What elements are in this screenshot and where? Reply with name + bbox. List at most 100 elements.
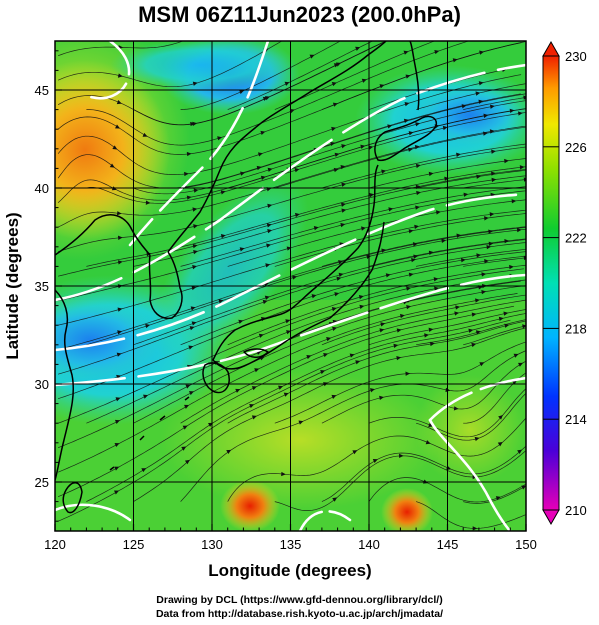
streamline-arrow [258,333,264,338]
streamline-arrow [369,193,375,198]
streamline-arrow [461,104,467,109]
streamline-arrow [192,244,198,249]
streamline [321,41,526,110]
streamline-arrow [335,62,341,67]
streamline-arrow [184,404,190,409]
streamline-arrow [475,298,480,303]
streamline-arrow [453,406,459,411]
streamline-arrow [518,111,523,116]
streamline-arrow [145,323,151,329]
streamline [58,209,526,326]
streamline-arrow [193,224,198,229]
streamline-arrow [522,324,526,329]
streamline-arrow [406,304,412,310]
streamline [86,41,470,146]
streamline-arrow [298,420,304,425]
streamline-arrow [336,276,342,281]
streamline-arrow [333,167,339,173]
streamline [133,327,526,502]
streamline-arrow [403,50,409,55]
streamline-arrow [489,212,495,217]
streamline-arrow [182,425,188,430]
streamline-arrow [385,273,391,278]
streamline-arrow [294,212,300,218]
streamline-arrow [442,125,448,131]
streamline-arrow [405,371,411,376]
streamline [463,179,526,189]
colorbar-ticks: 230 226 222 218 214 210 [543,49,587,518]
streamline [86,112,526,204]
streamline-arrow [116,100,122,105]
streamline-arrow [379,395,384,401]
plot-title: MSM 06Z11Jun2023 (200.0hPa) [138,2,461,27]
streamline-arrow [332,497,338,502]
streamline [86,228,526,346]
streamline-arrow [294,168,300,173]
streamline [274,450,526,511]
streamline-arrow [441,238,447,243]
y-axis-label: Latitude (degrees) [3,212,22,359]
coastline-layer [55,41,438,514]
streamline-arrow [497,442,503,447]
streamline-arrow [488,241,494,246]
streamline [416,248,526,267]
y-axis: 25 30 35 40 45 [35,50,62,522]
streamline [416,169,526,189]
x-tick-label: 145 [437,537,459,552]
streamline-arrow [370,388,375,393]
streamline-arrow [396,328,402,333]
streamline-arrow [360,144,366,149]
streamline-arrow [415,163,421,169]
x-tick-label: 150 [515,537,537,552]
streamline-arrow [483,131,488,136]
streamline-arrow [332,326,338,331]
streamline [416,319,526,346]
streamline-arrow [475,330,481,335]
streamline [57,125,526,228]
streamline-arrow [352,450,358,455]
streamline-arrow [238,319,244,324]
streamline-arrow [368,145,374,150]
streamline [463,97,526,110]
streamline-arrow [408,147,413,152]
streamline-arrow [341,144,347,149]
streamline [57,74,522,175]
streamline-arrow [267,203,273,209]
streamline [227,417,526,502]
streamline-arrow [456,233,462,238]
streamline-arrow [472,526,478,531]
streamline [321,226,526,267]
x-tick-label: 135 [280,537,302,552]
streamline-arrow [185,384,191,389]
streamline-arrow [476,174,482,179]
streamline-arrow [399,313,405,319]
x-tick-label: 120 [44,537,66,552]
streamline-arrow [313,226,319,231]
streamline-arrow [117,73,123,78]
streamline-arrow [474,436,480,442]
streamline-arrow [309,54,315,59]
streamline-arrow [516,227,522,233]
streamline-arrow [491,177,497,183]
streamline-arrow [471,342,477,348]
streamline-arrow [379,328,385,333]
streamline [321,445,526,502]
streamline-arrow [311,294,317,299]
streamline-arrow [388,207,394,212]
streamline [133,100,526,195]
colorbar-tick-label: 210 [565,503,587,518]
streamline-arrow [114,419,120,424]
streamline [368,388,526,438]
streamline [57,41,283,88]
streamline [274,341,526,424]
streamline-arrow [434,286,439,291]
streamline-arrow [192,81,198,86]
streamline-arrow [475,91,481,96]
streamline-arrow [415,205,420,210]
streamline-arrow [283,392,289,397]
streamline [227,41,374,110]
streamline-arrow [278,385,284,390]
streamline-arrow [361,78,367,83]
streamline-arrow [226,449,232,454]
streamline-arrow [189,326,195,331]
